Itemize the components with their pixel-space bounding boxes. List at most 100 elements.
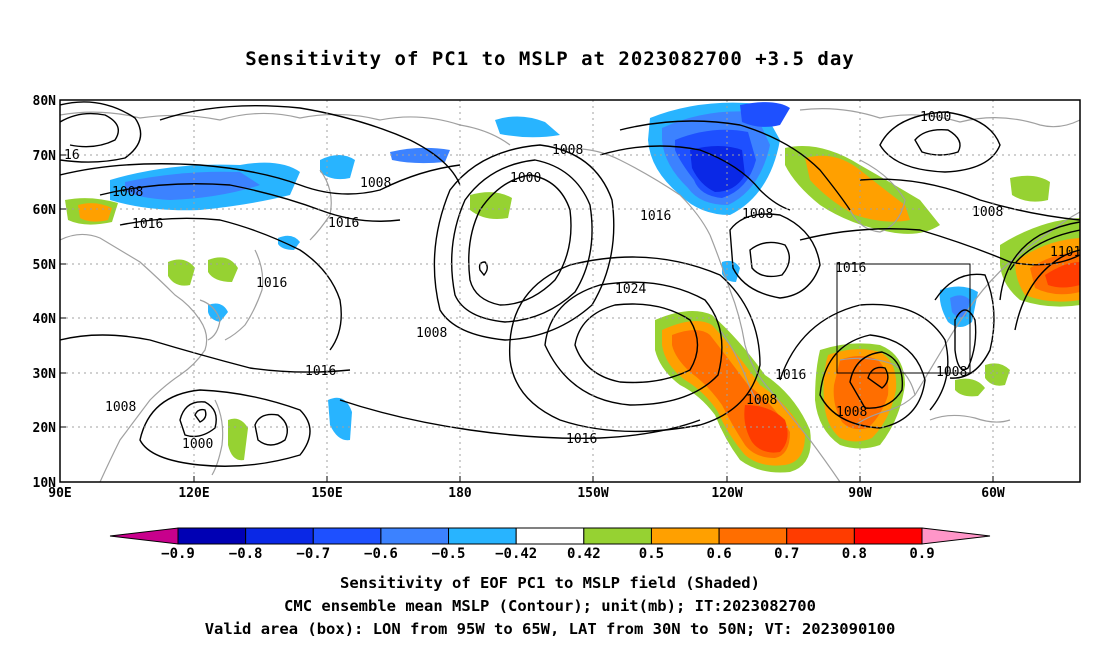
coast-baja xyxy=(719,329,761,406)
contour-arctic-low-2 xyxy=(879,111,1001,173)
mslp-contours xyxy=(60,101,1080,467)
contour-label: 1101 xyxy=(1050,245,1081,260)
contour-gulf-low-1 xyxy=(867,366,889,389)
contour-label: 1008 xyxy=(112,185,143,200)
colorbar-box xyxy=(380,527,450,545)
caption-line-3: Valid area (box): LON from 95W to 65W, L… xyxy=(204,620,896,638)
shade-siberia-blue-east xyxy=(320,155,355,180)
contour-label: 1008 xyxy=(360,176,391,191)
contour-natl-2 xyxy=(999,221,1080,301)
lon-label: 150E xyxy=(311,486,342,501)
colorbar-box xyxy=(853,527,923,545)
contour-1008-gulf xyxy=(819,334,926,429)
shade-bering-blue xyxy=(495,116,560,138)
shade-siberia-blue-core xyxy=(125,171,260,200)
colorbar-label: 0.8 xyxy=(842,546,867,562)
contour-label: 1016 xyxy=(640,209,671,224)
shade-orange-canada xyxy=(805,155,910,222)
caption-line-1: Sensitivity of EOF PC1 to MSLP field (Sh… xyxy=(340,574,760,592)
figure-caption: Sensitivity of EOF PC1 to MSLP field (Sh… xyxy=(0,572,1100,641)
colorbar-box xyxy=(245,527,314,545)
coast-arctic-na xyxy=(799,108,1080,128)
valid-area-box xyxy=(836,263,971,374)
colorbar-box xyxy=(312,527,382,545)
contour-canada-1008 xyxy=(729,213,821,299)
contour-label: 1000 xyxy=(920,110,951,125)
colorbar-box xyxy=(583,527,652,545)
contour-label: 1008 xyxy=(742,207,773,222)
contour-label: 1016 xyxy=(835,261,866,276)
colorbar-label: −0.7 xyxy=(296,546,330,562)
colorbar-box xyxy=(718,527,788,545)
shade-atlantic-blue-core xyxy=(950,295,970,318)
contour-label-1016-gulf: 1016 xyxy=(775,368,806,383)
lat-label: 60N xyxy=(33,203,57,218)
colorbar-label: −0.8 xyxy=(229,546,263,562)
colorbar-low-arrow xyxy=(109,527,179,545)
shade-arctic-blue xyxy=(740,102,790,127)
lon-label: 90E xyxy=(48,486,71,501)
coastlines xyxy=(60,108,1080,482)
contour-1008-a xyxy=(159,105,461,186)
colorbar-label: 0.42 xyxy=(567,546,601,562)
contour-label: 1008 xyxy=(836,405,867,420)
shade-green-china xyxy=(208,257,238,282)
colorbar-labels: −0.9 −0.8 −0.7 −0.6 −0.5 −0.42 0.42 0.5 0.6 0.7 0.… xyxy=(161,546,935,562)
contour-nw-low-1 xyxy=(60,112,119,148)
shade-green-bering xyxy=(470,192,512,219)
contour-npac-low-2 xyxy=(451,159,593,323)
caption-line-2: CMC ensemble mean MSLP (Contour); unit(m… xyxy=(284,597,816,615)
contour-arctic-low-1 xyxy=(914,129,961,156)
lon-labels: 90E 120E 150E 180 150W 120W 90W 60W xyxy=(48,486,1005,501)
colorbar-label: −0.9 xyxy=(161,546,195,562)
coast-caribbean xyxy=(929,414,1011,423)
colorbar-label: −0.6 xyxy=(364,546,398,562)
shade-green-mongolia xyxy=(168,259,195,286)
contour-label: 1024 xyxy=(615,282,646,297)
contour-high-1016 xyxy=(508,256,761,433)
colorbar-label: 0.9 xyxy=(909,546,934,562)
lat-labels: 80N 70N 60N 50N 40N 30N 20N 10N xyxy=(33,94,57,491)
colorbar-box xyxy=(650,527,720,545)
shade-okhotsk-blue xyxy=(390,147,450,164)
contour-npac-low-4 xyxy=(478,261,488,277)
contour-gulf-low-2 xyxy=(849,351,904,409)
contour-high-1024 xyxy=(574,303,699,384)
coast-hudson xyxy=(849,159,906,233)
shade-dorange-gulf xyxy=(833,356,889,430)
coast-arctic-asia xyxy=(60,111,511,146)
shade-alaska-blue-deep xyxy=(690,146,745,192)
shade-green-bermuda xyxy=(955,378,985,397)
shade-japan-blue xyxy=(278,235,300,250)
shade-wpac-blue xyxy=(328,397,352,441)
contour-1016-b xyxy=(339,399,701,440)
shade-red-mexico xyxy=(744,405,788,453)
contour-typhoon-inner xyxy=(194,408,207,423)
shade-green-labrador xyxy=(1010,175,1050,202)
contour-atl-low xyxy=(954,309,977,371)
coast-kamchatka xyxy=(309,169,332,241)
colorbar-label: 0.5 xyxy=(639,546,664,562)
contour-siberia-1016 xyxy=(60,163,461,195)
coast-east-asia xyxy=(60,233,208,482)
lat-label: 20N xyxy=(33,421,57,436)
contour-label: 1016 xyxy=(256,276,287,291)
lat-label: 40N xyxy=(33,312,57,327)
coast-phil xyxy=(211,399,224,476)
contour-label: 1016 xyxy=(305,364,336,379)
sensitivity-shading xyxy=(65,102,1080,473)
contour-1008-east xyxy=(859,178,1080,221)
colorbar: −0.9 −0.8 −0.7 −0.6 −0.5 −0.42 0.42 0.5 0.6 0.7 0.… xyxy=(109,527,991,562)
shade-red-natl xyxy=(1045,262,1080,288)
colorbar-label: 0.7 xyxy=(774,546,799,562)
plot-frame xyxy=(59,99,1081,483)
contour-labels: 16 1008 1016 1008 1016 1000 1008 1016 10… xyxy=(64,110,1081,452)
shade-green-phil xyxy=(228,418,248,461)
coast-na-west xyxy=(709,234,841,482)
lon-label: 90W xyxy=(848,486,872,501)
contour-1016-a xyxy=(119,217,342,351)
colorbar-label: 0.6 xyxy=(706,546,731,562)
colorbar-box xyxy=(448,527,517,545)
contour-natl-3 xyxy=(1014,249,1080,331)
lat-label: 50N xyxy=(33,258,57,273)
